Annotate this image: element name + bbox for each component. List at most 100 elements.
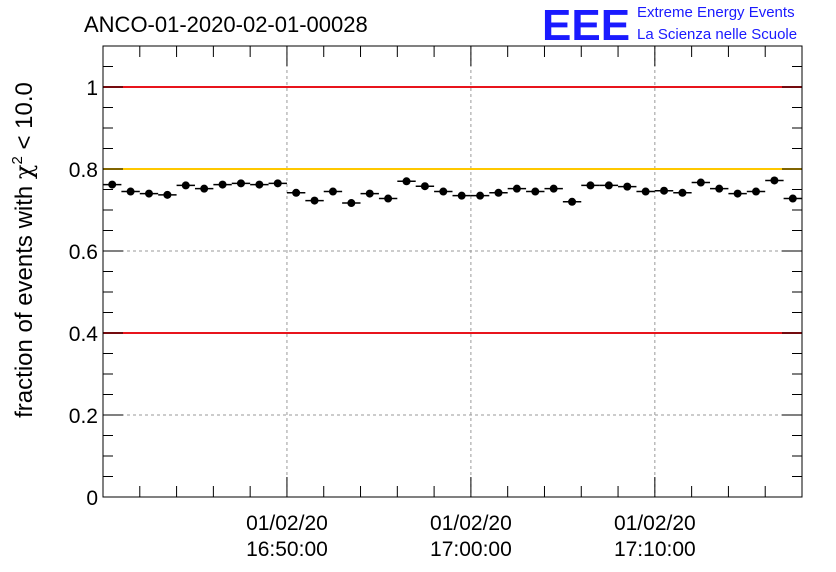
- data-point: [176, 181, 195, 190]
- data-point: [305, 196, 324, 205]
- point-marker: [181, 181, 190, 190]
- x-tick-label-date: 01/02/20: [430, 512, 512, 535]
- data-point: [636, 187, 655, 196]
- y-axis-label: fraction of events with χ2 < 10.0: [9, 82, 38, 418]
- chart-title: ANCO-01-2020-02-01-00028: [84, 12, 368, 37]
- grid-lines: [103, 46, 802, 497]
- point-marker: [494, 188, 503, 197]
- data-point: [544, 184, 563, 193]
- data-point: [268, 179, 287, 188]
- data-point: [194, 184, 214, 193]
- x-tick-label-time: 17:00:00: [430, 538, 512, 561]
- data-point: [158, 190, 177, 199]
- x-tick-label-date: 01/02/20: [246, 512, 328, 535]
- x-tick-label-time: 17:10:00: [614, 538, 696, 561]
- point-marker: [568, 197, 577, 206]
- point-marker: [384, 194, 393, 203]
- tick-labels: 0 0.2 0.4 0.6 0.8 1 01/02/20 16:50:00 01/02/20 17…: [69, 77, 696, 561]
- axes: [102, 45, 803, 498]
- data-point: [673, 188, 692, 197]
- point-marker: [476, 191, 485, 200]
- data-point: [121, 187, 140, 196]
- y-tick-label: 0.6: [69, 241, 98, 264]
- point-marker: [365, 189, 374, 198]
- point-marker: [623, 182, 632, 191]
- point-marker: [292, 188, 301, 197]
- data-point: [103, 180, 122, 189]
- x-tick-label-date: 01/02/20: [614, 512, 696, 535]
- point-marker: [310, 196, 319, 205]
- eee-logo: EEE Extreme Energy Events La Scienza nel…: [542, 1, 797, 50]
- data-point: [599, 181, 619, 190]
- point-marker: [660, 186, 669, 195]
- data-point: [470, 191, 490, 200]
- point-marker: [402, 177, 411, 186]
- point-marker: [218, 180, 227, 189]
- data-point: [342, 199, 361, 208]
- point-marker: [457, 191, 466, 200]
- point-marker: [531, 187, 540, 196]
- data-point: [581, 181, 600, 190]
- data-point: [139, 189, 159, 198]
- point-marker: [641, 187, 650, 196]
- data-point: [746, 187, 766, 196]
- point-marker: [549, 184, 558, 193]
- data-point: [507, 184, 527, 193]
- data-point: [250, 180, 269, 189]
- point-marker: [144, 189, 153, 198]
- x-tick-label-time: 16:50:00: [246, 538, 328, 561]
- point-marker: [733, 189, 742, 198]
- plot-frame: [102, 45, 803, 498]
- y-tick-label: 0: [86, 487, 98, 510]
- point-marker: [715, 184, 724, 193]
- point-marker: [347, 199, 356, 208]
- data-point: [360, 189, 379, 198]
- data-point: [562, 197, 582, 206]
- data-point: [378, 194, 398, 203]
- data-point: [323, 187, 343, 196]
- data-point: [213, 180, 232, 189]
- data-point: [231, 179, 251, 188]
- data-point: [286, 188, 306, 197]
- point-marker: [696, 178, 705, 187]
- y-tick-label: 0.8: [69, 159, 98, 182]
- y-tick-label: 0.4: [69, 323, 99, 346]
- logo-mark: EEE: [542, 1, 630, 50]
- point-marker: [236, 179, 245, 188]
- y-tick-label: 0.2: [69, 405, 98, 428]
- point-marker: [604, 181, 613, 190]
- point-marker: [788, 194, 797, 203]
- point-marker: [770, 176, 779, 185]
- point-marker: [255, 180, 264, 189]
- point-marker: [512, 184, 521, 193]
- data-point: [452, 191, 471, 200]
- point-marker: [273, 179, 282, 188]
- point-marker: [586, 181, 595, 190]
- data-point: [415, 182, 435, 191]
- data-point: [728, 189, 747, 198]
- point-marker: [420, 182, 429, 191]
- data-point: [783, 194, 802, 203]
- point-marker: [328, 187, 337, 196]
- point-marker: [126, 187, 135, 196]
- y-tick-label: 1: [86, 77, 98, 100]
- data-point: [691, 178, 711, 187]
- point-marker: [200, 184, 209, 193]
- point-marker: [678, 188, 687, 197]
- data-point: [765, 176, 784, 185]
- point-marker: [108, 180, 117, 189]
- point-marker: [163, 190, 172, 199]
- data-point: [434, 187, 453, 196]
- data-points: [103, 176, 802, 208]
- data-point: [397, 177, 416, 186]
- data-point: [618, 182, 637, 191]
- point-marker: [439, 187, 448, 196]
- data-point: [710, 184, 729, 193]
- logo-line1: Extreme Energy Events: [637, 4, 795, 21]
- data-point: [489, 188, 508, 197]
- point-marker: [752, 187, 761, 196]
- reference-lines: [103, 86, 802, 334]
- data-point: [526, 187, 545, 196]
- logo-line2: La Scienza nelle Scuole: [637, 26, 797, 43]
